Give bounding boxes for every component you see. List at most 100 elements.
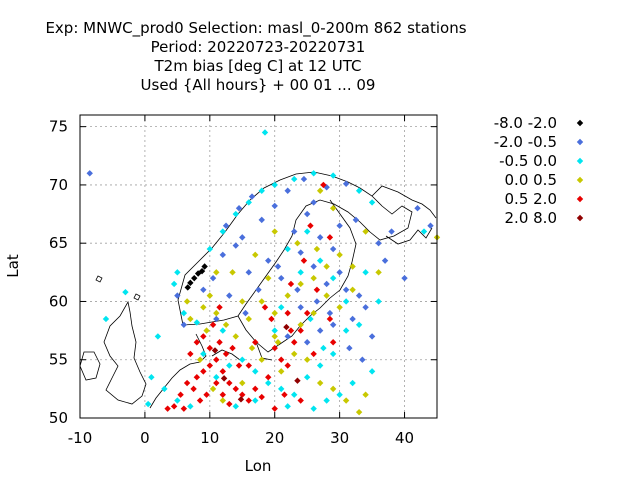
data-point-series-1 (375, 239, 382, 247)
legend-marker (576, 214, 584, 222)
data-point-series-4 (252, 385, 259, 393)
data-point-series-2 (303, 374, 311, 381)
data-point-series-1 (300, 175, 308, 183)
data-point-series-3 (229, 269, 236, 276)
data-point-series-5 (220, 375, 228, 382)
data-point-series-2 (261, 129, 269, 136)
data-point-series-4 (219, 368, 226, 375)
y-tick-label: 75 (49, 118, 68, 136)
data-point-series-2 (213, 374, 220, 381)
data-point-series-4 (170, 403, 178, 410)
data-point-series-4 (313, 286, 321, 294)
data-point-series-1 (271, 202, 278, 210)
data-point-series-4 (245, 362, 252, 369)
data-point-series-4 (232, 385, 239, 393)
data-point-series-4 (261, 304, 269, 311)
data-point-series-3 (291, 350, 298, 358)
data-point-series-4 (196, 397, 204, 404)
legend-marker (576, 119, 584, 127)
legend-marker (576, 138, 584, 146)
title-line-3: T2m bias [deg C] at 12 UTC (154, 57, 362, 75)
chart-title: Exp: MNWC_prod0 Selection: masl_0-200m 8… (45, 19, 466, 94)
data-point-series-2 (187, 403, 194, 410)
data-point-series-4 (245, 397, 252, 404)
data-point-series-2 (368, 368, 376, 375)
data-point-series-2 (355, 321, 363, 328)
data-point-series-2 (271, 327, 278, 334)
data-point-series-0 (187, 279, 194, 287)
data-point-series-1 (381, 257, 389, 264)
data-point-series-3 (252, 251, 259, 259)
data-point-series-0 (191, 274, 198, 282)
data-point-series-1 (352, 216, 360, 224)
legend-marker (576, 195, 584, 203)
data-point-series-1 (359, 356, 366, 363)
data-point-series-4 (226, 400, 233, 408)
data-point-series-2 (349, 379, 356, 387)
data-point-series-1 (235, 205, 243, 212)
data-point-series-1 (346, 344, 353, 352)
data-point-series-2 (329, 274, 337, 282)
data-point-series-1 (336, 269, 343, 276)
data-point-series-5 (237, 396, 245, 403)
data-point-series-3 (297, 280, 304, 288)
data-point-series-2 (284, 245, 291, 253)
data-point-series-2 (336, 391, 343, 398)
data-point-series-2 (252, 397, 259, 404)
data-point-series-1 (274, 263, 282, 270)
data-point-series-4 (226, 379, 233, 387)
data-point-series-1 (86, 170, 93, 177)
axis-ticks: -10 0 10 20 30 40 50 55 60 65 70 75 (49, 115, 437, 447)
data-point-series-3 (248, 344, 256, 352)
data-point-series-1 (297, 249, 304, 256)
y-axis-label: Lat (4, 254, 22, 278)
data-point-series-4 (278, 356, 285, 363)
data-point-series-1 (349, 315, 356, 323)
data-point-series-4 (329, 339, 337, 346)
grid-lines (80, 115, 437, 418)
data-point-series-2 (320, 344, 327, 352)
data-point-series-2 (368, 199, 376, 206)
data-point-series-1 (180, 321, 188, 328)
data-point-series-4 (307, 222, 314, 229)
data-point-series-4 (200, 368, 207, 375)
data-point-series-1 (284, 333, 291, 340)
data-point-series-3 (213, 309, 220, 317)
data-point-series-1 (355, 292, 363, 299)
data-point-series-4 (239, 391, 246, 398)
data-point-series-1 (245, 269, 252, 276)
data-point-series-2 (219, 228, 226, 235)
data-point-series-3 (303, 356, 311, 363)
data-point-series-4 (216, 304, 223, 311)
data-point-series-2 (329, 172, 337, 179)
data-point-series-4 (326, 234, 334, 241)
data-point-series-2 (303, 228, 311, 235)
data-point-series-2 (323, 397, 330, 404)
data-point-series-1 (310, 263, 317, 270)
data-point-series-3 (349, 286, 356, 294)
data-point-series-3 (310, 274, 317, 282)
data-point-series-4 (200, 333, 207, 340)
data-point-series-4 (229, 344, 236, 352)
data-point-series-1 (242, 309, 249, 317)
data-point-series-1 (342, 286, 350, 294)
data-point-series-3 (219, 397, 226, 404)
data-point-series-1 (222, 222, 230, 229)
data-point-series-3 (336, 304, 343, 311)
data-point-series-4 (303, 309, 311, 317)
data-point-series-4 (190, 385, 197, 393)
data-point-series-0 (201, 263, 208, 270)
data-point-series-1 (174, 292, 181, 299)
data-point-series-3 (200, 304, 207, 311)
x-tick-label: 20 (265, 429, 284, 447)
data-point-series-3 (278, 368, 285, 375)
data-point-series-4 (177, 391, 184, 398)
data-point-series-1 (219, 251, 226, 259)
data-point-series-1 (294, 286, 301, 294)
x-tick-label: 40 (395, 429, 414, 447)
data-point-series-3 (313, 245, 321, 253)
data-point-series-3 (349, 263, 356, 270)
data-point-series-2 (284, 403, 291, 410)
data-point-series-5 (294, 377, 301, 384)
data-point-series-4 (164, 405, 171, 412)
